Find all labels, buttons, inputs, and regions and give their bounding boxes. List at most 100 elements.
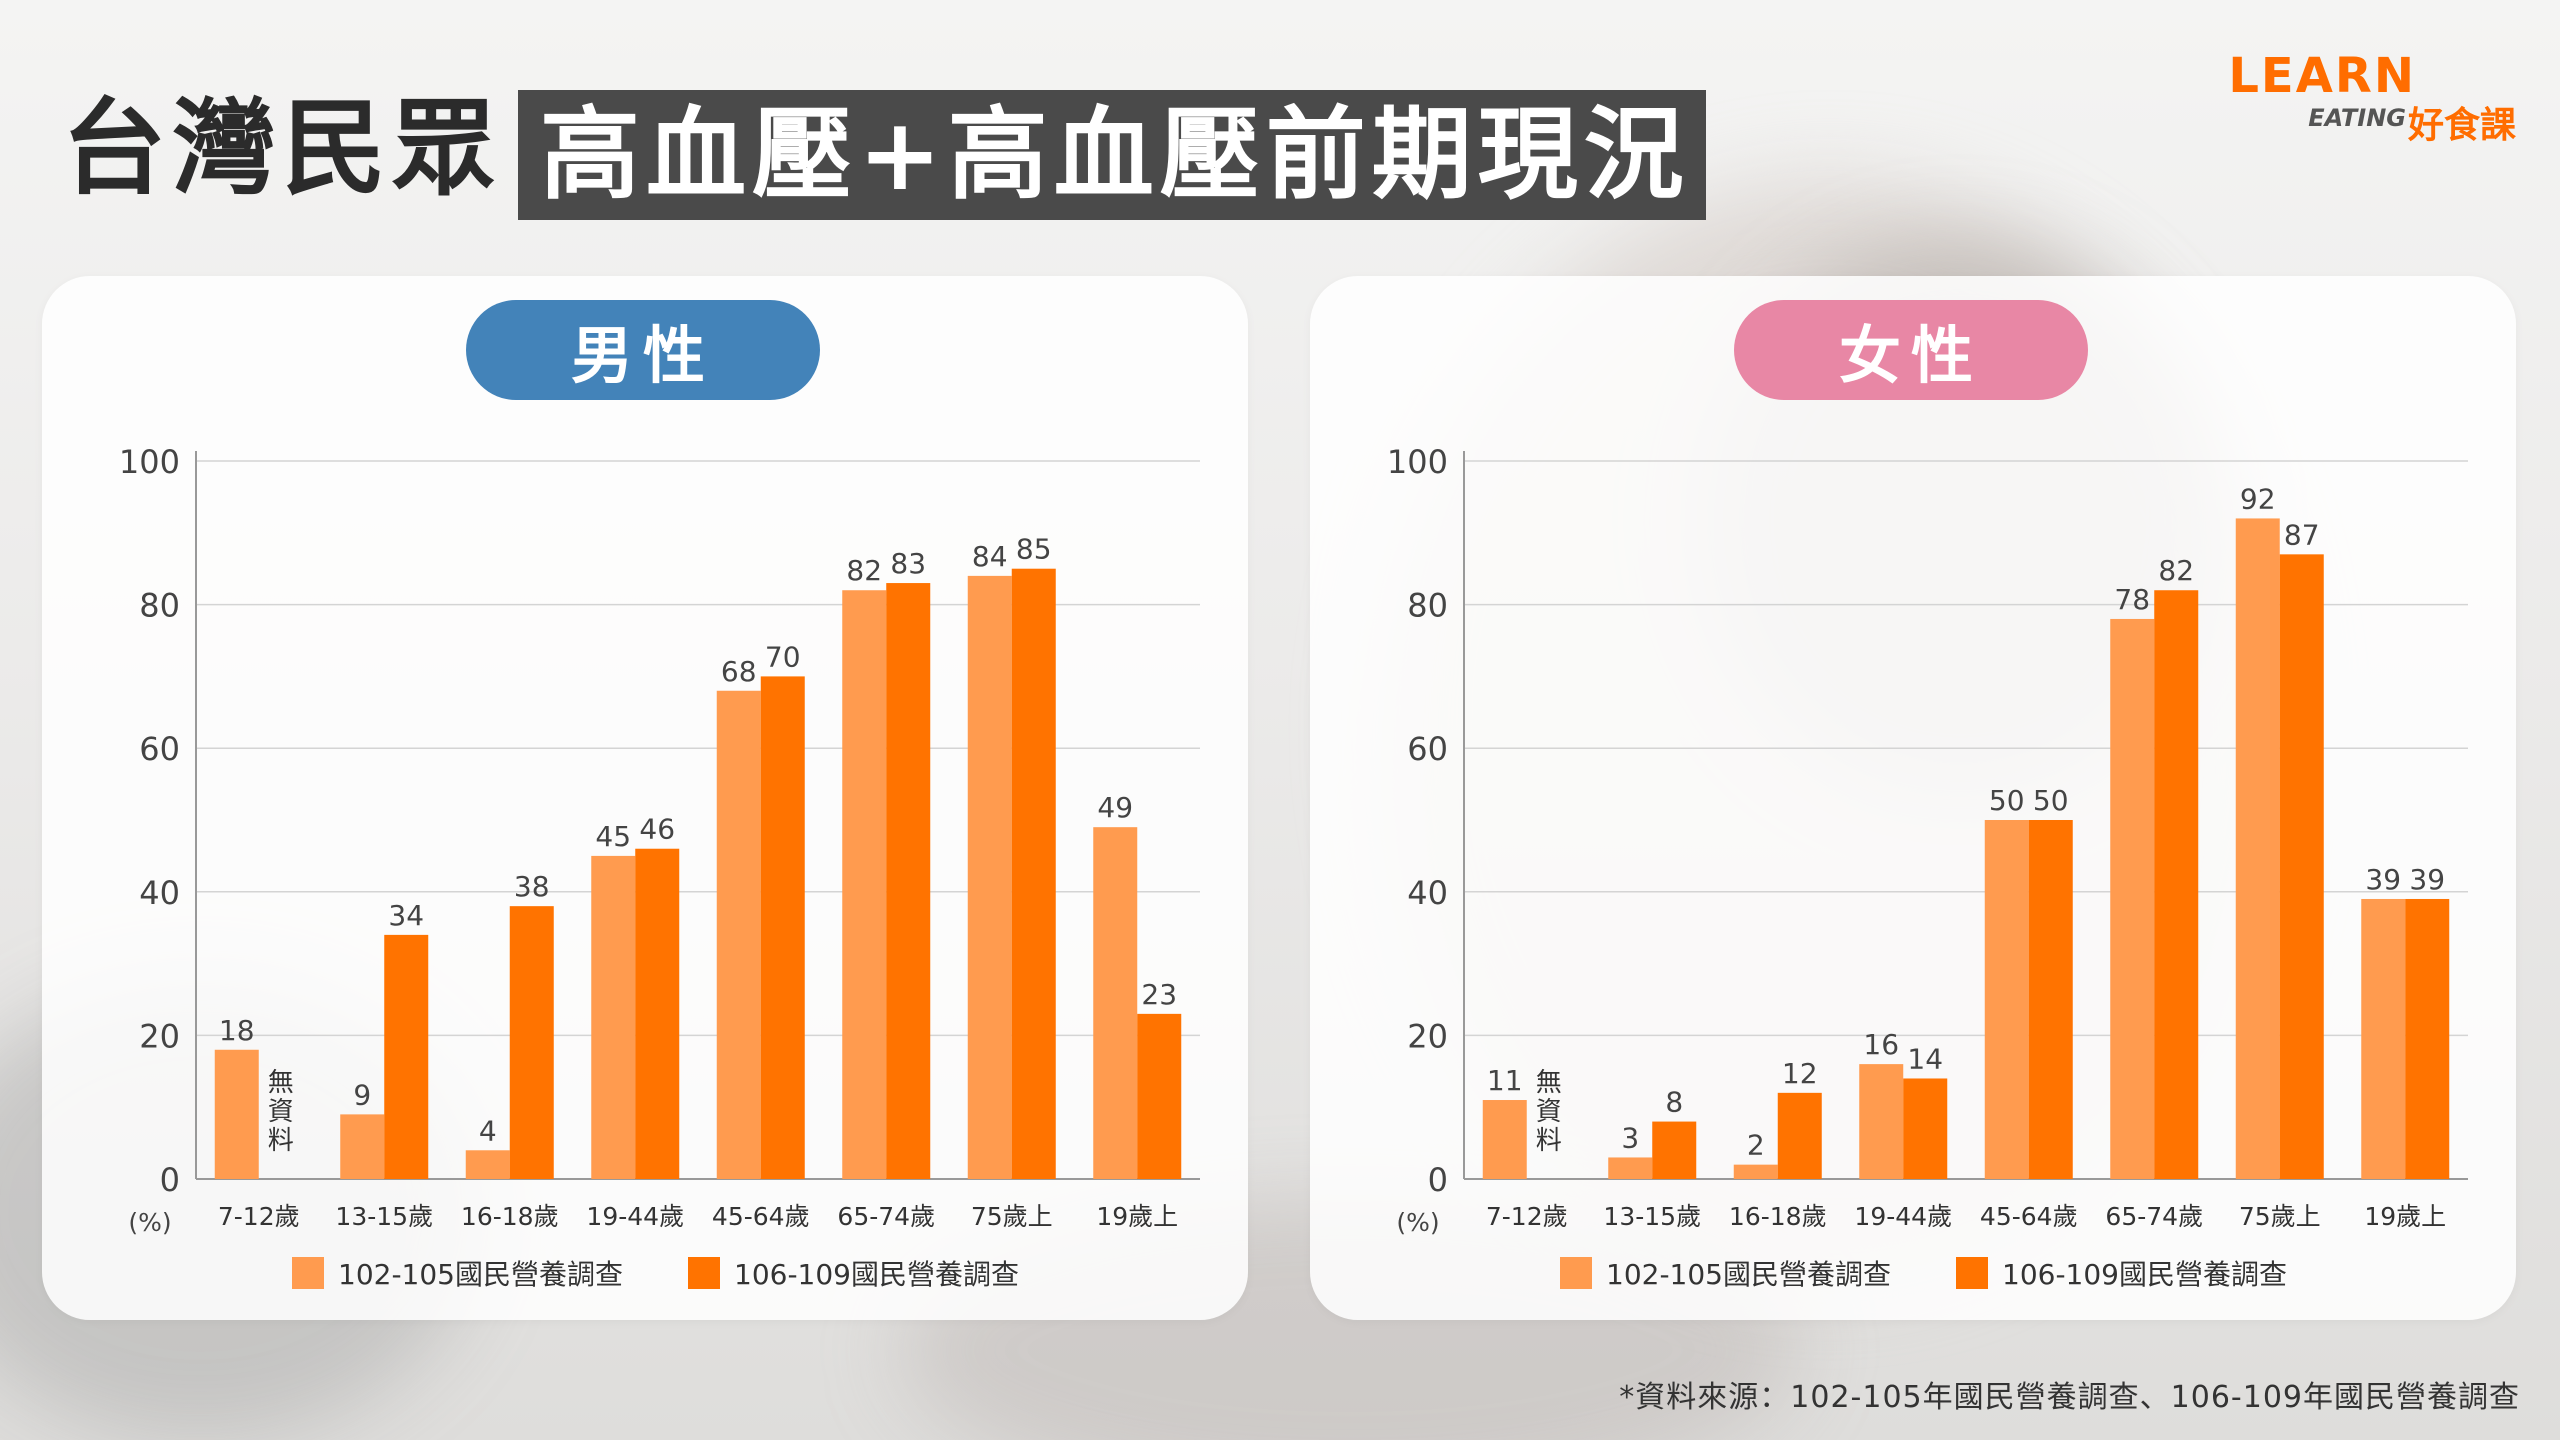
bar-value-label: 85: [1016, 533, 1052, 566]
no-data-label: 料: [1536, 1126, 1562, 1156]
bar-value-label: 92: [2240, 482, 2276, 515]
bar-value-label: 50: [2033, 784, 2069, 817]
bar: [2235, 518, 2280, 1179]
bar: [1733, 1164, 1778, 1179]
no-data-label: 資: [268, 1097, 294, 1127]
bar-value-label: 84: [972, 540, 1008, 573]
y-tick-label: 40: [1407, 874, 1448, 912]
bar: [2405, 898, 2450, 1179]
bar-value-label: 34: [388, 899, 424, 932]
bar-value-label: 23: [1141, 978, 1177, 1011]
female-bar-chart: 0 20 40 60 80 100 (%) 7-12歲 11 無資料 13-15歲 38 16-18歲 2…: [1387, 443, 2468, 1291]
male-bar-chart: 0 20 40 60 80 100 (%) 7-12歲 18 無資料 13-15歲 9 34 16-18歲…: [119, 443, 1200, 1291]
y-tick-label: 80: [139, 587, 180, 625]
x-tick-label: 19歲上: [2364, 1202, 2446, 1231]
bar: [635, 848, 680, 1179]
bar: [1608, 1157, 1653, 1179]
legend-swatch: [688, 1257, 720, 1289]
y-tick-label: 60: [1407, 730, 1448, 768]
bar: [1093, 827, 1138, 1179]
legend-swatch: [292, 1257, 324, 1289]
bar-value-label: 38: [514, 870, 550, 903]
bar: [1652, 1121, 1697, 1179]
bar: [1482, 1100, 1527, 1179]
bar: [886, 583, 931, 1179]
bar: [214, 1049, 259, 1179]
x-tick-label: 45-64歲: [1980, 1202, 2078, 1231]
male-title-pill: 男性: [466, 300, 820, 400]
x-tick-label: 19-44歲: [586, 1202, 684, 1231]
female-title-pill: 女性: [1734, 300, 2088, 400]
male-chart-panel: 男性 0 20 40 60 80 100 (%) 7-12歲 18 無資料 13-15歲 9 34 16-…: [42, 276, 1248, 1320]
y-tick-label: 20: [1407, 1017, 1448, 1055]
bar: [2110, 618, 2155, 1179]
y-unit-label: (%): [128, 1208, 171, 1237]
bar-value-label: 16: [1863, 1028, 1899, 1061]
bar: [1984, 820, 2029, 1179]
y-tick-label: 100: [1387, 443, 1448, 481]
legend-label: 106-109國民營養調查: [734, 1258, 1019, 1291]
y-tick-label: 0: [160, 1161, 180, 1199]
bar-value-label: 46: [639, 813, 675, 846]
bar: [1011, 568, 1056, 1179]
source-note: *資料來源：102-105年國民營養調查、106-109年國民營養調查: [1619, 1380, 2520, 1415]
bar: [2154, 590, 2199, 1179]
bar: [716, 690, 761, 1179]
bar-value-label: 3: [1621, 1121, 1639, 1154]
page-title-box: 高血壓+高血壓前期現況: [518, 90, 1706, 220]
bar: [509, 906, 554, 1179]
no-data-label: 無: [1536, 1068, 1562, 1098]
x-tick-label: 45-64歲: [712, 1202, 810, 1231]
x-tick-label: 75歲上: [2239, 1202, 2321, 1231]
x-tick-label: 16-18歲: [1729, 1202, 1827, 1231]
y-tick-label: 60: [139, 730, 180, 768]
bar-value-label: 45: [595, 820, 631, 853]
x-tick-label: 16-18歲: [461, 1202, 559, 1231]
bar-value-label: 39: [2409, 863, 2445, 896]
bar-value-label: 4: [479, 1114, 497, 1147]
bar: [384, 934, 429, 1179]
y-tick-label: 80: [1407, 587, 1448, 625]
bar: [1137, 1013, 1182, 1179]
logo-eating-text: EATING: [2308, 104, 2406, 132]
x-tick-label: 7-12歲: [1486, 1202, 1568, 1231]
x-tick-label: 65-74歲: [837, 1202, 935, 1231]
bar-value-label: 12: [1782, 1057, 1818, 1090]
x-tick-label: 13-15歲: [1603, 1202, 1701, 1231]
legend-swatch: [1956, 1257, 1988, 1289]
female-chart-panel: 女性 0 20 40 60 80 100 (%) 7-12歲 11 無資料 13-15歲 3 8 16-1…: [1310, 276, 2516, 1320]
legend-label: 102-105國民營養調查: [1606, 1258, 1891, 1291]
logo-learn-text: LEARN: [2228, 48, 2416, 104]
bar-value-label: 49: [1097, 791, 1133, 824]
bar: [340, 1114, 385, 1179]
bar-value-label: 82: [846, 554, 882, 587]
x-tick-label: 75歲上: [971, 1202, 1053, 1231]
bar-value-label: 14: [1907, 1042, 1943, 1075]
bar-value-label: 83: [890, 547, 926, 580]
bar-value-label: 82: [2158, 554, 2194, 587]
bar-value-label: 68: [721, 655, 757, 688]
x-tick-label: 7-12歲: [218, 1202, 300, 1231]
bar: [842, 590, 887, 1179]
legend-swatch: [1560, 1257, 1592, 1289]
bar-value-label: 2: [1747, 1129, 1765, 1162]
no-data-label: 料: [268, 1126, 294, 1156]
no-data-label: 無: [268, 1068, 294, 1098]
bar-value-label: 78: [2114, 583, 2150, 616]
bar-value-label: 11: [1487, 1064, 1523, 1097]
bar: [2279, 554, 2324, 1179]
y-tick-label: 0: [1428, 1161, 1448, 1199]
bar: [1903, 1078, 1948, 1179]
bar: [591, 855, 636, 1179]
y-tick-label: 20: [139, 1017, 180, 1055]
page-title-prefix: 台灣民眾: [62, 87, 503, 209]
bar-value-label: 8: [1665, 1086, 1683, 1119]
brand-logo: LEARN EATING 好食課: [2228, 48, 2516, 146]
bar-value-label: 9: [353, 1078, 371, 1111]
page-title: 高血壓+高血壓前期現況: [540, 96, 1690, 213]
bar: [2361, 898, 2406, 1179]
legend-label: 102-105國民營養調查: [338, 1258, 623, 1291]
x-tick-label: 13-15歲: [335, 1202, 433, 1231]
y-tick-label: 100: [119, 443, 180, 481]
bar-value-label: 39: [2365, 863, 2401, 896]
